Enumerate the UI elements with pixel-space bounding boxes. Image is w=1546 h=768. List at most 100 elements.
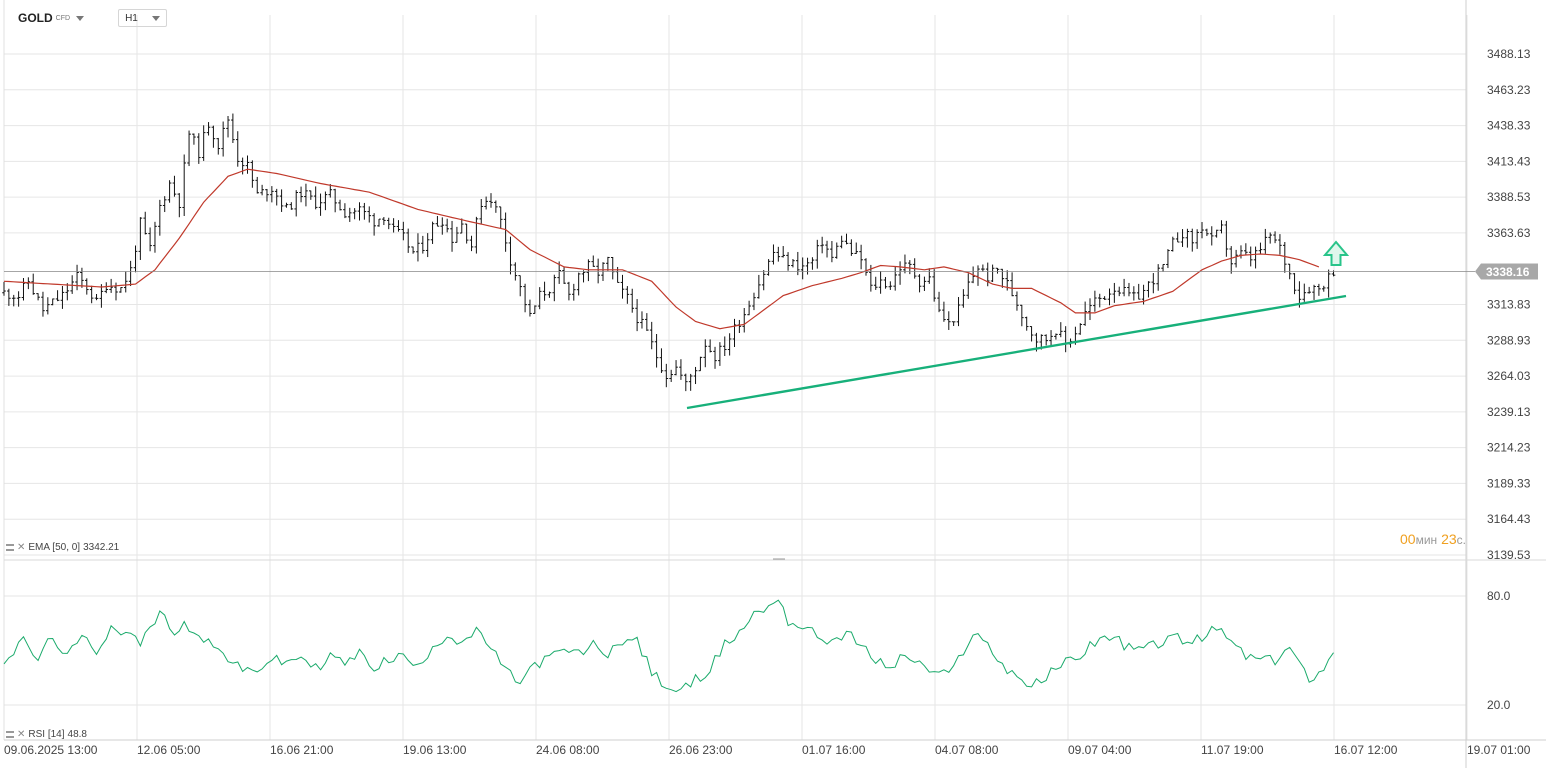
arrow-up-icon	[1322, 240, 1350, 266]
candle	[946, 311, 951, 330]
candle	[416, 233, 420, 262]
candle	[158, 199, 162, 236]
timeframe-selector[interactable]: H1	[118, 9, 167, 27]
candle	[659, 348, 664, 373]
current-price-label: 3338.16	[1486, 265, 1530, 279]
candle	[942, 301, 946, 322]
candle	[752, 292, 756, 311]
timer-seconds: 23	[1441, 531, 1457, 547]
candle	[552, 274, 557, 302]
x-tick-label: 09.06.2025 13:00	[4, 743, 98, 757]
candle	[1151, 273, 1156, 294]
candle	[903, 254, 907, 274]
candle	[562, 266, 566, 284]
candle	[177, 193, 182, 218]
candle	[1171, 236, 1175, 252]
candle	[377, 218, 381, 227]
candle	[1273, 231, 1277, 244]
y-tick-label: 3239.13	[1487, 405, 1531, 419]
candle	[343, 203, 347, 219]
candle	[148, 227, 152, 252]
candle	[1268, 232, 1272, 244]
candle	[133, 245, 138, 273]
candle	[313, 186, 318, 210]
candle	[1112, 282, 1117, 303]
candle	[255, 176, 260, 194]
candle	[834, 242, 839, 259]
candle	[908, 260, 912, 275]
candle	[693, 366, 698, 385]
candle	[664, 363, 669, 388]
candle	[7, 288, 11, 306]
candle	[713, 346, 717, 369]
candle	[1283, 241, 1287, 273]
candle	[11, 294, 16, 307]
candle	[1088, 298, 1092, 321]
candle	[70, 275, 74, 294]
grid-lines	[3, 15, 1468, 740]
candle	[192, 133, 196, 145]
ema-name: EMA [50, 0]	[28, 542, 81, 553]
candle	[309, 190, 313, 200]
x-tick-label: 16.07 12:00	[1334, 743, 1398, 757]
candle	[104, 282, 109, 294]
symbol-selector[interactable]: GOLD CFD	[18, 11, 85, 25]
candle	[226, 116, 230, 138]
settings-icon[interactable]	[6, 731, 14, 738]
candle	[411, 246, 415, 254]
candle	[162, 196, 167, 213]
candle	[197, 133, 201, 164]
candle	[859, 244, 863, 270]
x-tick-label: 24.06 08:00	[536, 743, 600, 757]
x-tick-label: 16.06 21:00	[270, 743, 334, 757]
candle	[347, 207, 352, 222]
candle	[75, 264, 79, 291]
candle	[1097, 293, 1102, 308]
candle	[630, 288, 635, 313]
ema-value: 3342.21	[83, 542, 120, 553]
candle	[279, 189, 284, 212]
timer-sec-unit: с.	[1456, 533, 1466, 547]
candle	[333, 188, 337, 213]
candle	[698, 356, 703, 372]
candle	[761, 270, 766, 291]
candle	[757, 274, 761, 299]
candle	[221, 121, 225, 157]
x-tick-label: 01.07 16:00	[802, 743, 866, 757]
x-tick-label: 12.06 05:00	[137, 743, 201, 757]
candle	[610, 257, 615, 280]
candle	[119, 287, 123, 293]
candle	[1166, 249, 1170, 269]
candle	[445, 218, 449, 233]
candle	[1146, 281, 1151, 298]
settings-icon[interactable]	[6, 544, 14, 551]
candle-countdown: 00мин 23с.	[1400, 531, 1466, 547]
candle	[1000, 268, 1005, 288]
candle	[800, 257, 805, 280]
support-trendline	[686, 294, 1347, 410]
candle	[1312, 284, 1316, 300]
close-icon[interactable]: ✕	[17, 729, 26, 740]
x-tick-label: 19.07 01:00	[1467, 743, 1531, 757]
x-tick-label: 26.06 23:00	[669, 743, 733, 757]
candle	[425, 233, 430, 258]
candle	[674, 360, 678, 376]
candle	[742, 307, 747, 333]
candle	[625, 286, 630, 304]
y-tick-label: 3388.53	[1487, 190, 1531, 204]
candle	[464, 223, 469, 244]
candles	[2, 113, 1336, 392]
candle	[1244, 243, 1248, 256]
y-tick-label: 3288.93	[1487, 333, 1531, 347]
candle	[1185, 228, 1190, 248]
candle	[815, 239, 820, 269]
candle	[216, 137, 221, 155]
candle	[791, 258, 795, 268]
y-tick-label: 3313.83	[1487, 298, 1531, 312]
candle	[172, 175, 177, 197]
candle	[1078, 323, 1083, 335]
candle	[878, 271, 883, 294]
candle	[606, 256, 610, 271]
close-icon[interactable]: ✕	[17, 542, 26, 553]
